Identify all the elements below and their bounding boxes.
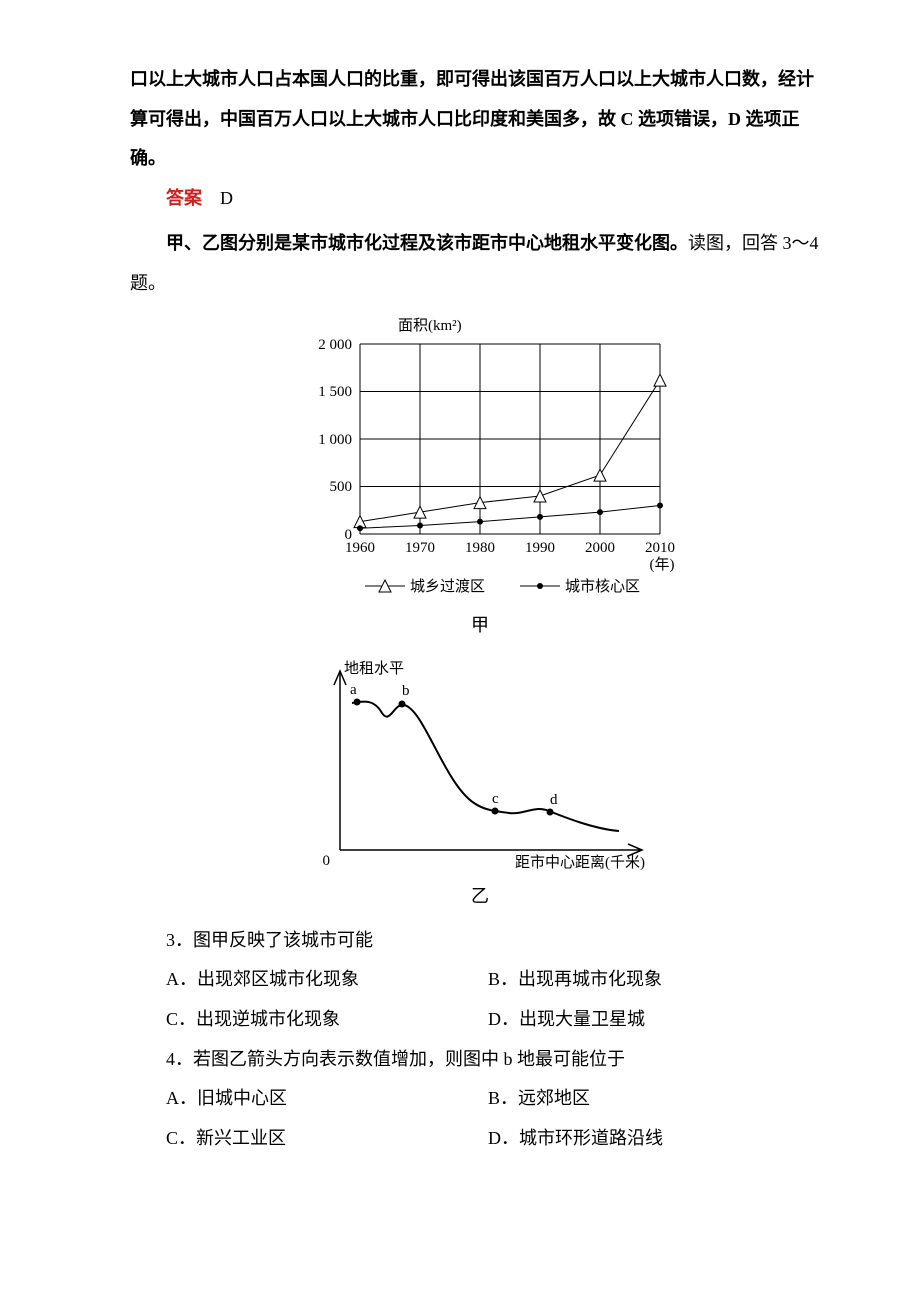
svg-text:2010: 2010	[645, 540, 675, 556]
q4-options-row2: C．新兴工业区 D．城市环形道路沿线	[130, 1119, 830, 1159]
markers-triangle	[354, 374, 666, 528]
chart-jia-svg: 面积(km²) 0 500 1 000 1 500 2 000	[270, 314, 690, 604]
q3-option-b: B．出现再城市化现象	[452, 960, 830, 1000]
origin-label-yi: 0	[323, 853, 331, 869]
q4-option-d: D．城市环形道路沿线	[452, 1119, 830, 1159]
markers-dot	[357, 502, 663, 531]
legend-item-1: 城乡过渡区	[410, 578, 485, 595]
q3-option-d: D．出现大量卫星城	[452, 1000, 830, 1040]
legend-item-2: 城市核心区	[565, 578, 640, 595]
chart-yi-svg: 地租水平 0 距市中心距离(千米) a b c d	[290, 655, 670, 875]
svg-text:d: d	[550, 792, 558, 808]
svg-text:1970: 1970	[405, 540, 435, 556]
legend-jia: 城乡过渡区 城市核心区	[365, 578, 640, 595]
figure-intro-bold: 甲、乙图分别是某市城市化过程及该市距市中心地租水平变化图。	[166, 233, 688, 253]
caption-jia: 甲	[471, 606, 489, 646]
chart-jia-container: 面积(km²) 0 500 1 000 1 500 2 000	[130, 314, 830, 646]
svg-text:1960: 1960	[345, 540, 375, 556]
svg-text:c: c	[492, 791, 499, 807]
q4-options-row1: A．旧城中心区 B．远郊地区	[130, 1079, 830, 1119]
curve-points: a b c d	[350, 682, 558, 816]
q4-option-c: C．新兴工业区	[130, 1119, 452, 1159]
q3-options-row1: A．出现郊区城市化现象 B．出现再城市化现象	[130, 960, 830, 1000]
ytick-500: 500	[330, 479, 353, 495]
caption-yi: 乙	[471, 877, 489, 917]
ytick-2000: 2 000	[318, 337, 352, 353]
y-axis-label-yi: 地租水平	[344, 660, 404, 677]
answer-value: D	[220, 188, 233, 208]
x-axis-label-jia: (年)	[650, 556, 675, 573]
answer-row: 答案 D	[130, 179, 830, 219]
q4-stem: 4．若图乙箭头方向表示数值增加，则图中 b 地最可能位于	[130, 1040, 830, 1080]
svg-text:a: a	[350, 682, 357, 698]
q3-stem: 3．图甲反映了该城市可能	[130, 921, 830, 961]
x-axis-label-yi: 距市中心距离(千米)	[515, 854, 645, 871]
rent-curve	[352, 702, 619, 831]
y-axis-label-jia: 面积(km²)	[398, 317, 462, 334]
q4-option-b: B．远郊地区	[452, 1079, 830, 1119]
q4-option-a: A．旧城中心区	[130, 1079, 452, 1119]
ytick-1500: 1 500	[318, 384, 352, 400]
q3-option-a: A．出现郊区城市化现象	[130, 960, 452, 1000]
figure-intro: 甲、乙图分别是某市城市化过程及该市距市中心地租水平变化图。读图，回答 3～4 题…	[130, 224, 830, 303]
svg-text:1990: 1990	[525, 540, 555, 556]
svg-text:b: b	[402, 683, 410, 699]
chart-yi-container: 地租水平 0 距市中心距离(千米) a b c d 乙	[130, 655, 830, 917]
svg-text:1980: 1980	[465, 540, 495, 556]
q3-option-c: C．出现逆城市化现象	[130, 1000, 452, 1040]
continuation-paragraph: 口以上大城市人口占本国人口的比重，即可得出该国百万人口以上大城市人口数，经计算可…	[130, 60, 830, 179]
series-core	[360, 505, 660, 528]
answer-label: 答案	[166, 188, 202, 208]
series-transition-zone	[360, 380, 660, 522]
q3-options-row2: C．出现逆城市化现象 D．出现大量卫星城	[130, 1000, 830, 1040]
ytick-1000: 1 000	[318, 432, 352, 448]
svg-text:2000: 2000	[585, 540, 615, 556]
